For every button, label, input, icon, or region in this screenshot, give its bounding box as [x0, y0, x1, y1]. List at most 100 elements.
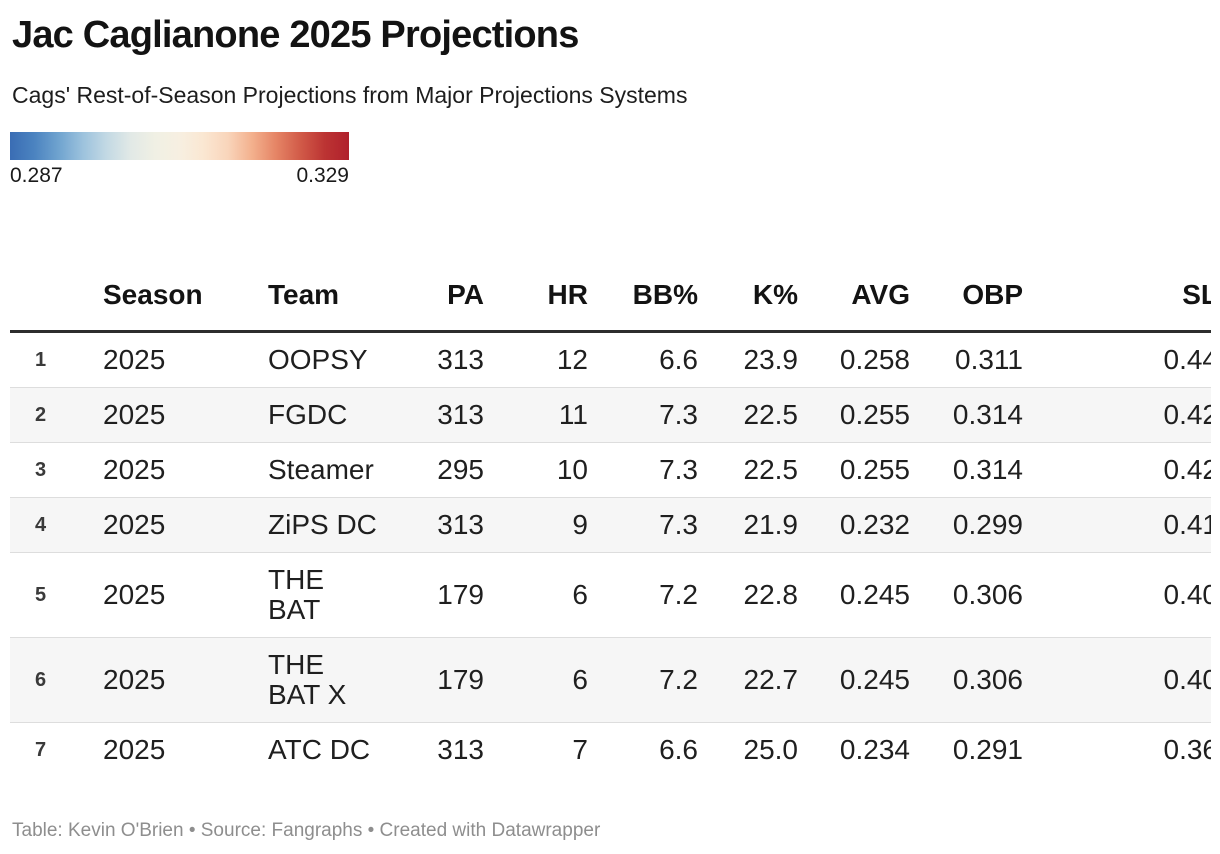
- table-cell: 0.258: [798, 331, 910, 388]
- column-header-k: K%: [698, 272, 798, 333]
- table-cell: 0.311: [910, 331, 1023, 388]
- table-cell: 22.5: [698, 387, 798, 443]
- table-cell: 11: [484, 387, 588, 443]
- table-cell: 23.9: [698, 331, 798, 388]
- table-header: Season Team PA HR BB% K% AVG OBP SL: [10, 272, 1211, 333]
- row-number: 2: [10, 387, 103, 443]
- table-row: 6 2025 THE BAT X 179 6 7.2 22.7 0.245 0.306 0.40: [10, 637, 1211, 723]
- table-row: 4 2025 ZiPS DC 313 9 7.3 21.9 0.232 0.299 0.41: [10, 497, 1211, 553]
- table-cell: 2025: [103, 552, 268, 638]
- table-cell: 22.5: [698, 442, 798, 498]
- table-cell: 0.255: [798, 442, 910, 498]
- table-row: 5 2025 THE BAT 179 6 7.2 22.8 0.245 0.306 0.40: [10, 552, 1211, 638]
- projections-table: Season Team PA HR BB% K% AVG OBP SL 1 2025 OOPSY 31…: [10, 272, 1211, 777]
- row-number: 4: [10, 497, 103, 553]
- table-cell: 7: [484, 722, 588, 777]
- table-cell: 6: [484, 552, 588, 638]
- row-number: 3: [10, 442, 103, 498]
- chart-title: Jac Caglianone 2025 Projections: [12, 14, 579, 56]
- table-cell: 7.2: [588, 637, 698, 723]
- table-cell: 0.314: [910, 442, 1023, 498]
- table-cell: 7.2: [588, 552, 698, 638]
- color-gradient-bar: [10, 132, 349, 160]
- table-cell: 2025: [103, 442, 268, 498]
- table-cell: 2025: [103, 722, 268, 777]
- table-cell: ATC DC: [268, 722, 380, 777]
- table-cell: OOPSY: [268, 331, 380, 388]
- table-cell: 0.245: [798, 637, 910, 723]
- table-cell: 12: [484, 331, 588, 388]
- table-header-row: Season Team PA HR BB% K% AVG OBP SL: [10, 272, 1211, 333]
- table-cell: 10: [484, 442, 588, 498]
- table-cell: 21.9: [698, 497, 798, 553]
- color-scale-labels: 0.287 0.329: [10, 163, 349, 188]
- row-number: 6: [10, 637, 103, 723]
- table-cell: 6: [484, 637, 588, 723]
- table-cell: 22.8: [698, 552, 798, 638]
- color-scale-legend: 0.287 0.329: [10, 132, 349, 188]
- table-cell: 25.0: [698, 722, 798, 777]
- table-cell: 0.299: [910, 497, 1023, 553]
- table-cell: 6.6: [588, 331, 698, 388]
- row-number: 7: [10, 722, 103, 777]
- table-cell: 0.291: [910, 722, 1023, 777]
- table-cell: 179: [380, 637, 484, 723]
- row-number: 5: [10, 552, 103, 638]
- table-cell: 7.3: [588, 497, 698, 553]
- table-footer: Table: Kevin O'Brien • Source: Fangraphs…: [12, 820, 601, 841]
- table-cell: FGDC: [268, 387, 380, 443]
- column-header-hr: HR: [484, 272, 588, 333]
- table-cell: 2025: [103, 497, 268, 553]
- column-header-sl: SL: [1023, 272, 1211, 333]
- table-cell: 0.306: [910, 552, 1023, 638]
- table-cell: 0.36: [1023, 722, 1211, 777]
- table-body: 1 2025 OOPSY 313 12 6.6 23.9 0.258 0.311 0.44 2 202…: [10, 331, 1211, 777]
- table-cell: 313: [380, 722, 484, 777]
- table-cell: THE BAT X: [268, 637, 380, 723]
- table-cell: 0.44: [1023, 331, 1211, 388]
- table-cell: 0.41: [1023, 497, 1211, 553]
- column-header-season: Season: [103, 272, 268, 333]
- datawrapper-table-page: Jac Caglianone 2025 Projections Cags' Re…: [0, 14, 1220, 854]
- table-row: 7 2025 ATC DC 313 7 6.6 25.0 0.234 0.291 0.36: [10, 722, 1211, 777]
- table-cell: 0.40: [1023, 637, 1211, 723]
- column-header-team: Team: [268, 272, 380, 333]
- table-cell: 9: [484, 497, 588, 553]
- table-viewport: Season Team PA HR BB% K% AVG OBP SL 1 2025 OOPSY 31…: [10, 272, 1211, 777]
- column-header-obp: OBP: [910, 272, 1023, 333]
- column-header-avg: AVG: [798, 272, 910, 333]
- table-cell: 313: [380, 387, 484, 443]
- column-header-row-number: [10, 272, 103, 333]
- column-header-pa: PA: [380, 272, 484, 333]
- color-scale-max-label: 0.329: [296, 164, 349, 187]
- table-cell: 0.255: [798, 387, 910, 443]
- column-header-bb: BB%: [588, 272, 698, 333]
- table-cell: 295: [380, 442, 484, 498]
- color-scale-min-label: 0.287: [10, 164, 63, 187]
- table-cell: 6.6: [588, 722, 698, 777]
- table-cell: 2025: [103, 331, 268, 388]
- table-row: 2 2025 FGDC 313 11 7.3 22.5 0.255 0.314 0.42: [10, 387, 1211, 443]
- table-cell: 313: [380, 497, 484, 553]
- table-cell: 2025: [103, 637, 268, 723]
- table-cell: ZiPS DC: [268, 497, 380, 553]
- table-cell: 7.3: [588, 442, 698, 498]
- table-cell: THE BAT: [268, 552, 380, 638]
- table-cell: 0.40: [1023, 552, 1211, 638]
- table-cell: 22.7: [698, 637, 798, 723]
- table-cell: 313: [380, 331, 484, 388]
- table-cell: 0.42: [1023, 442, 1211, 498]
- table-cell: 0.306: [910, 637, 1023, 723]
- table-row: 1 2025 OOPSY 313 12 6.6 23.9 0.258 0.311 0.44: [10, 331, 1211, 388]
- chart-subtitle: Cags' Rest-of-Season Projections from Ma…: [12, 82, 688, 108]
- table-cell: Steamer: [268, 442, 380, 498]
- table-cell: 0.245: [798, 552, 910, 638]
- table-cell: 179: [380, 552, 484, 638]
- table-cell: 0.232: [798, 497, 910, 553]
- row-number: 1: [10, 331, 103, 388]
- table-cell: 0.234: [798, 722, 910, 777]
- table-cell: 2025: [103, 387, 268, 443]
- table-cell: 0.42: [1023, 387, 1211, 443]
- table-cell: 0.314: [910, 387, 1023, 443]
- table-cell: 7.3: [588, 387, 698, 443]
